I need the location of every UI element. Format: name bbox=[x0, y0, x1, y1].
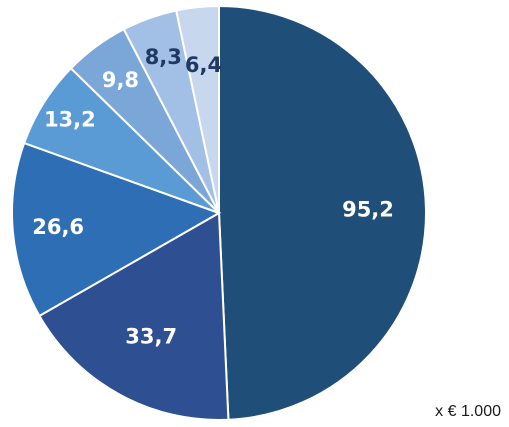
pie-slice-2 bbox=[11, 141, 222, 318]
slice-label-2: 26,6 bbox=[32, 215, 84, 239]
pie-labels: 95,2 33,7 26,6 13,29,88,3 6,4 bbox=[32, 45, 394, 348]
slice-label-6: 6,4 bbox=[185, 53, 222, 77]
pie-slice-6 bbox=[175, 4, 220, 214]
pie-slice-1 bbox=[38, 211, 230, 421]
slice-label-3: 13,2 bbox=[44, 108, 96, 132]
pie-slice-0 bbox=[218, 4, 427, 421]
pie-slices bbox=[11, 4, 427, 421]
unit-note: x € 1.000 bbox=[435, 403, 501, 420]
slice-label-4: 9,8 bbox=[102, 68, 139, 92]
slice-label-0: 95,2 bbox=[342, 198, 394, 222]
slice-label-5: 8,3 bbox=[145, 45, 182, 69]
slice-label-1: 33,7 bbox=[125, 324, 177, 348]
